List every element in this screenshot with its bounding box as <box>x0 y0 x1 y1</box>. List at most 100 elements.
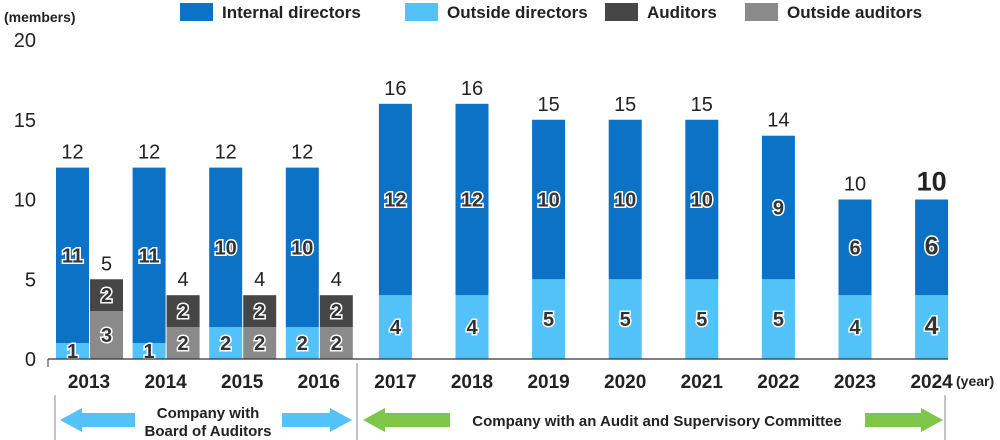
outside-directors-value-label: 5 <box>620 309 631 331</box>
directors-total-label: 15 <box>614 94 636 116</box>
auditors-total-label: 4 <box>254 269 265 291</box>
x-tick-label: 2016 <box>298 372 340 393</box>
internal-directors-value-label: 10 <box>291 237 313 259</box>
x-tick-label: 2023 <box>834 372 876 393</box>
y-tick-label: 0 <box>25 349 36 371</box>
legend-label-internal_directors: Internal directors <box>222 3 361 22</box>
directors-total-label: 16 <box>384 78 406 100</box>
board-period-arrow-left <box>60 408 135 432</box>
bar-outside-directors <box>838 295 872 359</box>
y-tick-label: 20 <box>14 30 36 52</box>
bar-outside-directors <box>685 279 719 359</box>
bar-internal-directors <box>209 167 243 328</box>
internal-directors-value-label: 11 <box>62 245 83 267</box>
bar-outside-auditors <box>243 327 277 359</box>
directors-total-label: 12 <box>61 142 83 164</box>
bar-internal-directors <box>132 167 166 344</box>
x-tick-label: 2017 <box>374 372 416 393</box>
legend-label-outside_directors: Outside directors <box>447 3 588 22</box>
bar-internal-directors <box>285 167 319 328</box>
bar-auditors <box>319 295 353 328</box>
x-tick-label: 2020 <box>604 372 646 393</box>
directors-total-label: 15 <box>691 94 713 116</box>
bar-internal-directors <box>532 119 566 280</box>
auditors-total-label: 5 <box>101 253 112 275</box>
directors-total-label: 12 <box>215 142 237 164</box>
auditors-value-label: 2 <box>254 301 265 323</box>
directors-total-label: 10 <box>844 174 866 196</box>
bar-internal-directors <box>685 119 719 280</box>
x-axis-unit: (year) <box>956 373 994 389</box>
auditors-value-label: 2 <box>101 285 112 307</box>
bar-internal-directors <box>915 199 949 296</box>
bar-internal-directors <box>56 167 89 344</box>
x-tick-label: 2014 <box>144 372 187 393</box>
legend-label-outside_auditors: Outside auditors <box>787 3 922 22</box>
bar-outside-directors <box>915 295 949 359</box>
legend-label-auditors: Auditors <box>647 3 717 22</box>
legend-swatch-outside_auditors <box>745 3 778 21</box>
internal-directors-value-label: 6 <box>925 232 939 260</box>
auditors-value-label: 2 <box>178 301 189 323</box>
bar-outside-auditors <box>90 311 123 359</box>
board-period-arrow-right <box>282 408 352 432</box>
legend-swatch-auditors <box>605 3 638 21</box>
outside-directors-value-label: 2 <box>220 333 231 355</box>
outside-directors-value-label: 4 <box>925 312 939 340</box>
board-period-label: Board of Auditors <box>145 423 272 440</box>
x-tick-label: 2013 <box>68 372 110 393</box>
outside-directors-value-label: 5 <box>773 309 784 331</box>
outside-directors-value-label: 1 <box>144 341 155 363</box>
outside-auditors-value-label: 2 <box>178 333 189 355</box>
y-tick-label: 10 <box>14 190 36 212</box>
internal-directors-value-label: 10 <box>215 237 237 259</box>
y-axis: 0 5 10 15 20 <box>14 30 36 371</box>
outside-directors-value-label: 4 <box>390 317 402 339</box>
outside-directors-value-label: 2 <box>297 333 308 355</box>
auditors-total-label: 4 <box>178 269 189 291</box>
internal-directors-value-label: 10 <box>537 190 559 212</box>
internal-directors-value-label: 10 <box>614 190 636 212</box>
outside-auditors-value-label: 2 <box>254 333 265 355</box>
internal-directors-value-label: 6 <box>849 237 860 259</box>
directors-total-label: 10 <box>917 167 947 197</box>
internal-directors-value-label: 10 <box>691 190 713 212</box>
bar-outside-directors <box>532 279 566 359</box>
bar-internal-directors <box>761 135 795 280</box>
bar-internal-directors <box>455 103 489 296</box>
bar-outside-directors <box>455 295 489 359</box>
bar-outside-auditors <box>319 327 353 359</box>
y-tick-label: 5 <box>25 269 36 291</box>
directors-total-label: 16 <box>461 78 483 100</box>
bar-outside-auditors <box>166 327 200 359</box>
bar-outside-directors <box>378 295 412 359</box>
x-tick-label: 2018 <box>451 372 493 393</box>
outside-directors-value-label: 4 <box>849 317 861 339</box>
bar-outside-directors <box>761 279 795 359</box>
directors-total-label: 14 <box>767 110 789 132</box>
bar-outside-directors <box>132 343 166 359</box>
outside-auditors-value-label: 2 <box>331 333 342 355</box>
bar-auditors <box>90 279 123 312</box>
committee-period-label: Company with an Audit and Supervisory Co… <box>472 413 842 430</box>
x-tick-label: 2015 <box>221 372 264 393</box>
bar-outside-directors <box>209 327 243 359</box>
legend-swatch-outside_directors <box>405 3 438 21</box>
legend-swatch-internal_directors <box>180 3 213 21</box>
outside-directors-value-label: 5 <box>696 309 707 331</box>
outside-directors-value-label: 1 <box>67 341 78 363</box>
internal-directors-value-label: 11 <box>139 245 160 267</box>
bar-auditors <box>166 295 200 328</box>
directors-total-label: 15 <box>537 94 559 116</box>
internal-directors-value-label: 12 <box>384 190 406 212</box>
x-tick-label: 2024 <box>910 372 953 393</box>
directors-total-label: 12 <box>138 142 160 164</box>
committee-period-arrow-left <box>363 408 450 432</box>
bar-internal-directors <box>608 119 642 280</box>
auditors-total-label: 4 <box>331 269 342 291</box>
bar-outside-directors <box>56 343 89 359</box>
y-axis-unit: (members) <box>4 9 76 25</box>
x-tick-label: 2019 <box>527 372 569 393</box>
y-tick-label: 15 <box>14 110 36 132</box>
